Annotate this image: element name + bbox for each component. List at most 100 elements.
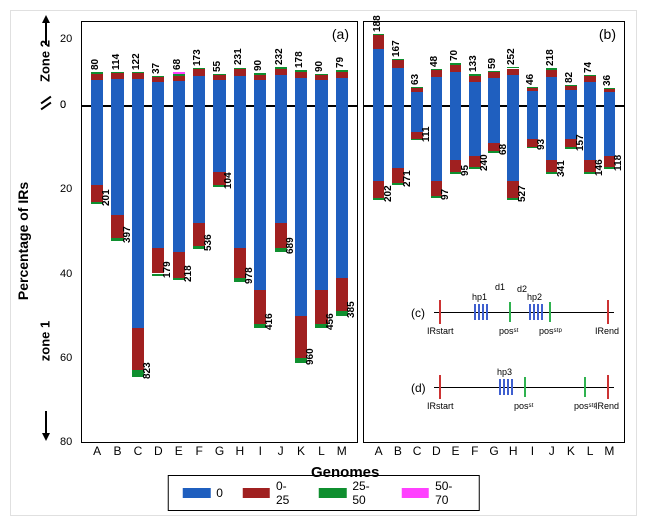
- bar-segment: [373, 34, 385, 36]
- bar-segment: [91, 74, 103, 80]
- bar-segment: [275, 69, 287, 75]
- category-label: I: [525, 444, 541, 458]
- category-label: L: [313, 444, 329, 458]
- bar-value-label: 70: [449, 50, 460, 61]
- ir-marker: [439, 375, 441, 399]
- bar-value-label: 341: [556, 160, 567, 177]
- bar-segment: [152, 76, 164, 77]
- panel-b: (b) 188202A167271B63111C4897D7095E133240…: [363, 21, 625, 443]
- axis-break: [40, 97, 50, 109]
- y-tick: 0: [60, 99, 66, 111]
- bar-value-label: 122: [131, 53, 142, 70]
- hp-marker: [541, 304, 543, 320]
- bar-segment: [507, 75, 519, 105]
- bar-segment: [392, 105, 404, 168]
- bar-segment: [469, 74, 481, 75]
- category-label: E: [171, 444, 187, 458]
- bar-value-label: 218: [545, 50, 556, 67]
- zone2-arrow: [45, 21, 47, 45]
- bar-segment: [152, 105, 164, 248]
- ir-label: IRstart: [427, 326, 454, 336]
- bar-segment: [584, 105, 596, 160]
- category-label: D: [150, 444, 166, 458]
- panel-label: (d): [411, 381, 426, 395]
- bar-segment: [111, 73, 123, 79]
- bar-segment: [507, 67, 519, 69]
- bar-segment: [488, 71, 500, 72]
- category-label: M: [334, 444, 350, 458]
- bar-segment: [546, 105, 558, 160]
- category-label: G: [211, 444, 227, 458]
- bar-segment: [546, 70, 558, 77]
- legend-label: 50-70: [435, 479, 465, 507]
- bar-value-label: 79: [335, 57, 346, 68]
- y-tick: 40: [60, 268, 72, 280]
- bar-segment: [152, 82, 164, 105]
- bar-segment: [336, 72, 348, 78]
- bar-segment: [507, 69, 519, 76]
- legend-item: 0: [182, 486, 223, 500]
- bar-segment: [295, 105, 307, 316]
- legend-item: 50-70: [402, 479, 465, 507]
- bar-segment: [173, 76, 185, 81]
- bar-segment: [527, 87, 539, 88]
- bar-segment: [411, 92, 423, 105]
- bar-segment: [546, 68, 558, 70]
- hp-marker: [474, 304, 476, 320]
- y-tick: 80: [60, 436, 72, 448]
- bar-segment: [132, 73, 144, 79]
- bar-segment: [234, 76, 246, 105]
- bar-segment: [584, 76, 596, 81]
- bar-segment: [91, 72, 103, 74]
- panel-a: (a) 02002040608080201A114397B122823C3717…: [81, 21, 358, 443]
- bar-value-label: 114: [111, 54, 122, 70]
- bar-segment: [565, 86, 577, 90]
- category-label: B: [109, 444, 125, 458]
- bar-segment: [373, 105, 385, 181]
- bar-segment: [373, 49, 385, 105]
- bar-segment: [152, 77, 164, 81]
- bar-segment: [295, 70, 307, 72]
- bar-segment: [336, 105, 348, 278]
- bar-value-label: 118: [613, 155, 624, 171]
- hp-label: hp1: [472, 292, 487, 302]
- ir-marker: [439, 300, 441, 324]
- hp-marker: [503, 379, 505, 395]
- bar-value-label: 55: [212, 61, 223, 72]
- bar-segment: [132, 105, 144, 328]
- bar-segment: [488, 78, 500, 105]
- pos-marker: [584, 377, 586, 397]
- bar-value-label: 36: [602, 75, 613, 86]
- hp-marker: [529, 304, 531, 320]
- bar-segment: [584, 82, 596, 105]
- bar-value-label: 385: [346, 301, 357, 318]
- bar-segment: [254, 73, 266, 75]
- bar-segment: [213, 105, 225, 172]
- category-label: F: [467, 444, 483, 458]
- bar-value-label: 178: [294, 51, 305, 68]
- hp-label: hp2: [527, 292, 542, 302]
- panel-b-label: (b): [599, 26, 616, 42]
- category-label: A: [371, 444, 387, 458]
- bar-segment: [527, 105, 539, 139]
- bar-segment: [315, 75, 327, 80]
- bar-segment: [295, 78, 307, 105]
- zone2-label: Zone 2: [38, 40, 53, 82]
- bar-value-label: 271: [402, 170, 413, 187]
- hp-marker: [482, 304, 484, 320]
- bar-segment: [604, 88, 616, 89]
- bar-value-label: 63: [410, 74, 421, 85]
- y-axis-label: Percentage of IRs: [15, 182, 31, 300]
- bar-segment: [295, 72, 307, 78]
- bar-segment: [132, 72, 144, 74]
- bar-value-label: 823: [142, 362, 153, 379]
- bar-segment: [604, 105, 616, 156]
- ir-label: IRend: [595, 401, 619, 411]
- category-label: M: [602, 444, 618, 458]
- bar-segment: [193, 68, 205, 70]
- bar-value-label: 167: [391, 40, 402, 57]
- bar-segment: [488, 105, 500, 143]
- bar-segment: [431, 105, 443, 181]
- bar-segment: [234, 68, 246, 70]
- pos-marker: [509, 302, 511, 322]
